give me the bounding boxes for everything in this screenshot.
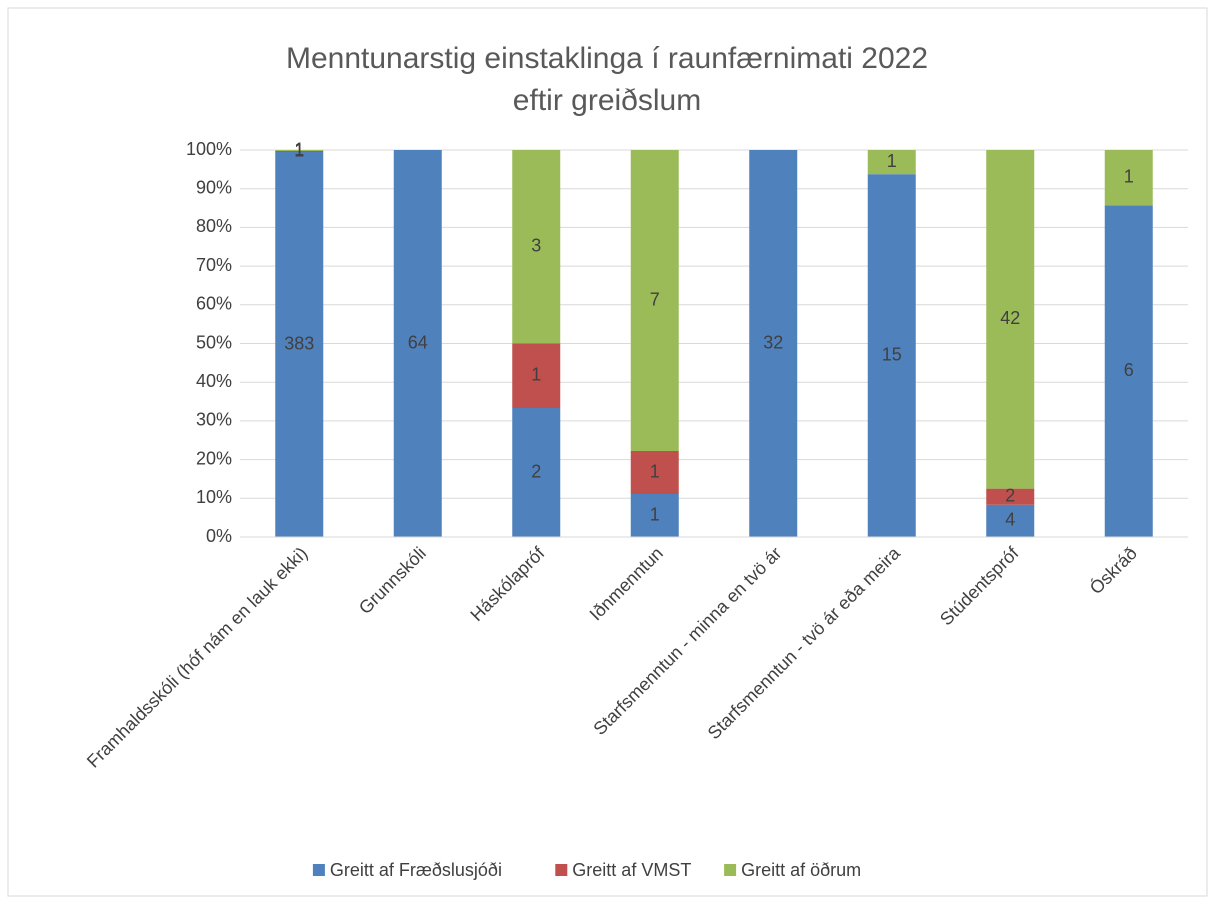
data-label: 42: [1000, 308, 1020, 328]
bar-segment: [986, 504, 1035, 537]
bar-segment: [986, 150, 1035, 489]
y-tick-label: 10%: [196, 487, 232, 507]
bar-segment: [630, 494, 679, 537]
data-label: 32: [763, 332, 783, 352]
data-label: 2: [531, 461, 541, 481]
bar-segment: [512, 343, 561, 408]
y-tick-label: 30%: [196, 410, 232, 430]
y-tick-label: 100%: [186, 139, 232, 159]
legend-label: Greitt af VMST: [572, 860, 691, 880]
y-tick-label: 80%: [196, 216, 232, 236]
bar-segment: [1104, 205, 1153, 538]
legend-label: Greitt af öðrum: [741, 860, 861, 880]
bar-segment: [749, 150, 798, 537]
bar-segment: [275, 150, 324, 152]
bar-segment: [867, 174, 916, 537]
legend-swatch: [724, 864, 737, 876]
y-tick-label: 20%: [196, 448, 232, 468]
data-label: 1: [531, 365, 541, 385]
data-label: 1: [1124, 166, 1134, 186]
y-tick-label: 60%: [196, 294, 232, 314]
data-label: 3: [531, 236, 541, 256]
data-label: 7: [650, 289, 660, 309]
data-label: 15: [882, 344, 902, 364]
bar-segment: [275, 151, 324, 153]
bar-segment: [275, 152, 324, 538]
chart-title: Menntunarstig einstaklinga í raunfærnima…: [285, 42, 929, 117]
bar-segment: [512, 408, 561, 537]
bar-segment: [867, 150, 916, 175]
legend-label: Greitt af Fræðslusjóði: [330, 860, 502, 880]
y-tick-label: 40%: [196, 371, 232, 391]
legend-swatch: [555, 864, 568, 876]
y-tick-label: 70%: [196, 255, 232, 275]
bar-segment: [1104, 150, 1153, 206]
y-tick-label: 90%: [196, 177, 232, 197]
data-label: 2: [1005, 485, 1015, 505]
legend-swatch: [312, 864, 325, 876]
bar-segment: [630, 150, 679, 451]
data-label: 1: [650, 504, 660, 524]
data-label: 6: [1124, 360, 1134, 380]
data-label: 1: [650, 461, 660, 481]
bar-segment: [986, 488, 1035, 505]
bar-segment: [512, 150, 561, 344]
data-label: 64: [408, 332, 428, 352]
data-label: 1: [887, 151, 897, 171]
bar-segment: [393, 150, 442, 537]
bar-segment: [630, 451, 679, 494]
data-label: 4: [1005, 510, 1015, 530]
y-tick-label: 0%: [206, 526, 232, 546]
data-label: 1: [294, 139, 304, 159]
data-label: 383: [284, 333, 314, 353]
y-tick-label: 50%: [196, 332, 232, 352]
